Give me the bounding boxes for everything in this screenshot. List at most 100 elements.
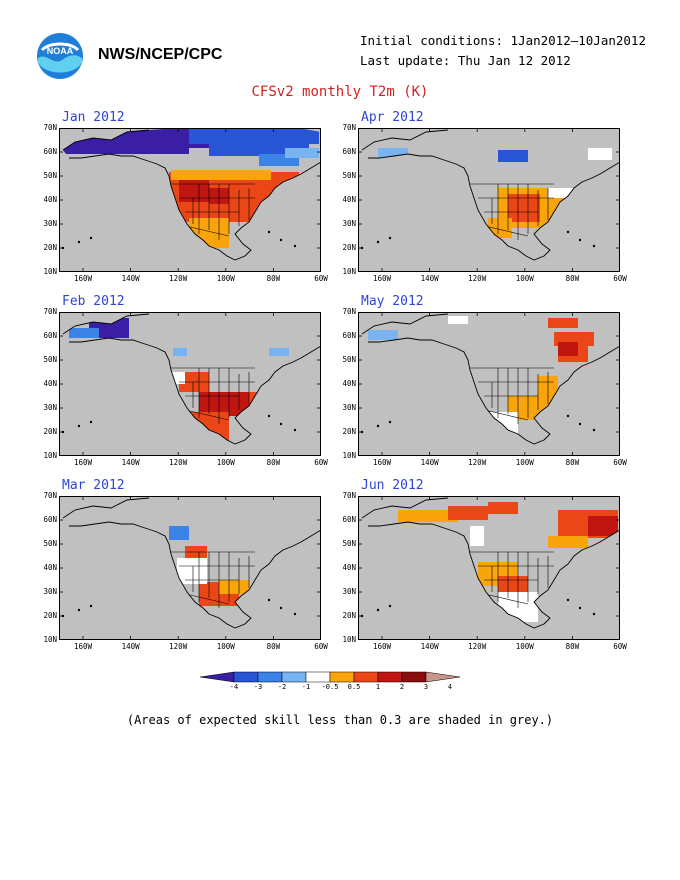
- island: [578, 422, 582, 426]
- colorbar-label: -1: [301, 683, 311, 691]
- anomaly-patch: [448, 316, 468, 324]
- anomaly-patch: [548, 188, 578, 198]
- island: [388, 420, 392, 424]
- island: [592, 612, 596, 616]
- anomaly-patch: [177, 558, 207, 584]
- anomaly-patch: [548, 536, 588, 548]
- island: [77, 608, 81, 612]
- map-svg: [358, 312, 620, 456]
- lat-tick-label: 10N: [43, 267, 57, 276]
- colorbar-label: -0.5: [321, 683, 339, 691]
- lat-tick-label: 40N: [342, 195, 356, 204]
- logo-text: NOAA: [47, 46, 74, 56]
- lat-tick-label: 30N: [342, 587, 356, 596]
- lat-tick-label: 10N: [342, 451, 356, 460]
- anomaly-patch: [488, 218, 512, 238]
- lat-tick-label: 60N: [342, 515, 356, 524]
- lon-tick-label: 160W: [372, 458, 392, 467]
- lat-tick-label: 70N: [43, 491, 57, 500]
- colorbar-label: 2: [399, 683, 405, 691]
- lat-tick-label: 50N: [342, 171, 356, 180]
- island: [376, 608, 380, 612]
- lon-tick-label: 160W: [73, 458, 93, 467]
- lat-tick-label: 60N: [43, 147, 57, 156]
- anomaly-patch: [173, 348, 187, 356]
- lon-tick-label: 120W: [169, 642, 188, 651]
- anomaly-patch: [588, 516, 618, 536]
- island: [279, 422, 283, 426]
- anomaly-patch: [588, 148, 612, 160]
- lat-tick-label: 70N: [43, 123, 57, 132]
- lat-tick-label: 70N: [43, 307, 57, 316]
- anomaly-patch: [368, 330, 398, 340]
- island: [89, 604, 93, 608]
- island: [279, 238, 283, 242]
- lat-tick-label: 40N: [43, 563, 57, 572]
- anomaly-patch: [558, 342, 578, 356]
- map-panel-feb: [59, 312, 321, 456]
- lon-tick-label: 120W: [468, 642, 487, 651]
- island: [293, 428, 297, 432]
- lat-tick-label: 10N: [342, 635, 356, 644]
- map-panel-jan: [59, 128, 321, 272]
- map-panel-apr: [358, 128, 620, 272]
- anomaly-patch: [498, 576, 528, 596]
- panel-title-jun: Jun 2012: [361, 478, 424, 493]
- map-svg: [358, 128, 620, 272]
- lat-tick-label: 30N: [43, 219, 57, 228]
- lon-tick-label: 160W: [73, 274, 93, 283]
- colorbar-swatch: [329, 671, 355, 683]
- island: [89, 236, 93, 240]
- island: [578, 606, 582, 610]
- colorbar-label: -2: [277, 683, 287, 691]
- state-borders: [470, 551, 554, 608]
- anomaly-patch: [269, 348, 289, 356]
- island: [376, 240, 380, 244]
- lon-tick-label: 100W: [216, 642, 235, 651]
- lon-tick-label: 140W: [121, 274, 140, 283]
- lon-tick-label: 100W: [515, 274, 534, 283]
- panel-title-mar: Mar 2012: [62, 478, 125, 493]
- lon-tick-label: 80W: [266, 274, 281, 283]
- island: [388, 604, 392, 608]
- colorbar-swatch: [401, 671, 427, 683]
- island: [293, 244, 297, 248]
- lat-tick-label: 30N: [342, 403, 356, 412]
- lat-tick-label: 60N: [43, 331, 57, 340]
- lat-tick-label: 50N: [342, 539, 356, 548]
- colorbar-swatch: [233, 671, 259, 683]
- colorbar-swatch: [257, 671, 283, 683]
- lon-tick-label: 80W: [565, 642, 580, 651]
- lat-tick-label: 60N: [342, 147, 356, 156]
- anomaly-patch: [209, 142, 309, 156]
- anomaly-patch: [179, 180, 209, 202]
- colorbar-label: 0.5: [347, 683, 361, 691]
- anomaly-patch: [119, 130, 209, 148]
- island: [293, 612, 297, 616]
- panel-title-may: May 2012: [361, 294, 424, 309]
- island: [592, 244, 596, 248]
- anomaly-patch: [189, 128, 319, 144]
- colorbar-swatch: [305, 671, 331, 683]
- lon-tick-label: 60W: [613, 274, 627, 283]
- lat-tick-label: 70N: [342, 491, 356, 500]
- island: [578, 238, 582, 242]
- state-borders: [171, 183, 255, 240]
- anomaly-patch: [548, 318, 578, 328]
- anomaly-patch: [285, 148, 319, 158]
- lon-tick-label: 100W: [216, 274, 235, 283]
- map-panel-may: [358, 312, 620, 456]
- lat-tick-label: 20N: [342, 427, 356, 436]
- lon-tick-label: 80W: [565, 274, 580, 283]
- lon-tick-label: 160W: [73, 642, 93, 651]
- lon-tick-label: 60W: [314, 458, 328, 467]
- lat-tick-label: 60N: [43, 515, 57, 524]
- lat-tick-label: 10N: [43, 635, 57, 644]
- map-svg: [59, 496, 321, 640]
- lat-tick-label: 20N: [43, 611, 57, 620]
- lat-tick-label: 10N: [342, 267, 356, 276]
- lat-tick-label: 50N: [342, 355, 356, 364]
- anomaly-patch: [488, 502, 518, 514]
- lon-tick-label: 80W: [565, 458, 580, 467]
- colorbar-label: -3: [253, 683, 263, 691]
